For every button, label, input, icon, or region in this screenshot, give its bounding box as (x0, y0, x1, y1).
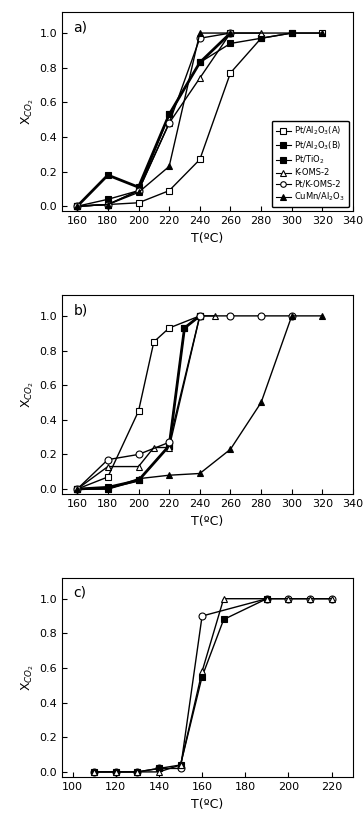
X-axis label: T(ºC): T(ºC) (191, 515, 223, 528)
Text: c): c) (74, 586, 87, 600)
Text: b): b) (74, 303, 88, 317)
Text: a): a) (74, 20, 87, 34)
X-axis label: T(ºC): T(ºC) (191, 231, 223, 245)
Legend: Pt/Al$_2$O$_3$(A), Pt/Al$_2$O$_3$(B), Pt/TiO$_2$, K-OMS-2, Pt/K-OMS-2, CuMn/Al$_: Pt/Al$_2$O$_3$(A), Pt/Al$_2$O$_3$(B), Pt… (272, 120, 349, 207)
Y-axis label: X$_{CO_2}$: X$_{CO_2}$ (20, 381, 36, 408)
X-axis label: T(ºC): T(ºC) (191, 798, 223, 811)
Y-axis label: X$_{CO_2}$: X$_{CO_2}$ (20, 98, 36, 125)
Y-axis label: X$_{CO_2}$: X$_{CO_2}$ (20, 664, 36, 691)
